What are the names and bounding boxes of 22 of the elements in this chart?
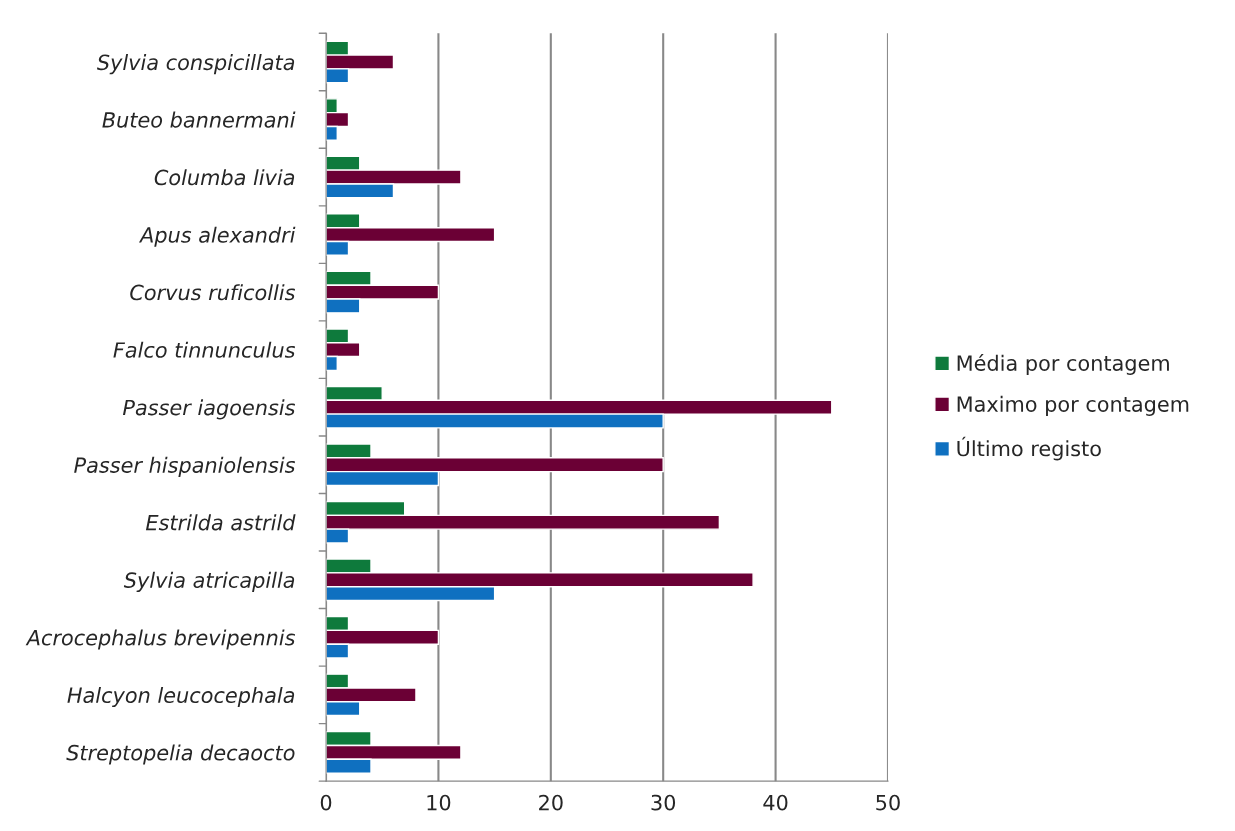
y-tick-label: Buteo bannermani (102, 111, 296, 128)
y-tick-label: Columba livia (154, 169, 295, 186)
y-tick-label: Estrilda astrild (145, 514, 296, 531)
x-tick-label: 30 (651, 794, 676, 811)
y-tick-label: Sylvia conspicillata (96, 54, 295, 75)
legend-label: Média por contagem (957, 353, 1169, 375)
y-tick-label: Apus alexandri (138, 226, 296, 247)
x-tick-label: 20 (539, 794, 563, 811)
y-tick-label: Passer iagoensis (122, 399, 296, 420)
y-tick-label: Passer hispaniolensis (74, 456, 296, 477)
y-tick-label: Acrocephalus brevipennis (25, 629, 296, 650)
y-tick-label: Corvus ruficollis (130, 284, 296, 301)
x-tick-label: 50 (876, 794, 900, 811)
y-tick-label: Halcyon leucocephala (67, 686, 295, 708)
legend-label: Último registo (957, 436, 1101, 461)
x-tick-label: 0 (320, 794, 332, 811)
x-tick-label: 40 (763, 794, 788, 811)
x-tick-label: 10 (427, 794, 451, 811)
y-tick-label: Falco tinnunculus (113, 341, 296, 358)
legend-label: Maximo por contagem (957, 395, 1189, 416)
y-tick-label: Sylvia atricapilla (123, 571, 295, 593)
y-tick-label: Streptopelia decaocto (66, 744, 295, 765)
